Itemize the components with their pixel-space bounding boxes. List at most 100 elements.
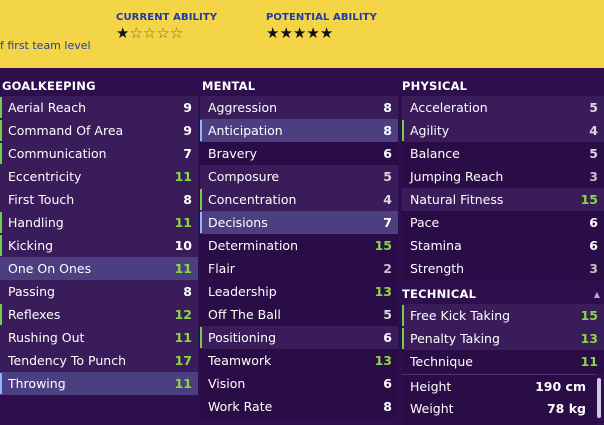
goalkeeping-heading: GOALKEEPING [2, 79, 96, 93]
attribute-value: 13 [374, 284, 392, 299]
attribute-value: 4 [383, 192, 392, 207]
physical-heading: PHYSICAL [402, 79, 468, 93]
attribute-row[interactable]: Decisions 7 [200, 211, 398, 234]
star-filled-icon: ★ [319, 24, 334, 42]
attribute-name: Flair [208, 261, 235, 276]
attribute-row[interactable]: Leadership 13 [200, 280, 398, 303]
attribute-value: 13 [580, 331, 598, 346]
attribute-name: Reflexes [8, 307, 61, 322]
attribute-row[interactable]: Work Rate 8 [200, 395, 398, 418]
attribute-row[interactable]: Natural Fitness 15 [402, 188, 604, 211]
star-filled-icon: ★ [292, 24, 307, 42]
attribute-value: 9 [183, 123, 192, 138]
attribute-value: 7 [183, 146, 192, 161]
height-label: Height [410, 378, 452, 394]
attribute-value: 8 [383, 100, 392, 115]
technical-attributes: Free Kick Taking 15 Penalty Taking 13 Techni… [402, 304, 604, 373]
attribute-value: 8 [383, 123, 392, 138]
attribute-row[interactable]: Aerial Reach 9 [0, 96, 198, 119]
attribute-row[interactable]: Determination 15 [200, 234, 398, 257]
star-filled-icon: ★ [279, 24, 293, 42]
attribute-row[interactable]: Penalty Taking 13 [402, 327, 604, 350]
attribute-row[interactable]: Eccentricity 11 [0, 165, 198, 188]
attribute-row[interactable]: Balance 5 [402, 142, 604, 165]
star-empty-icon: ☆ [142, 24, 157, 42]
attribute-row[interactable]: Agility 4 [402, 119, 604, 142]
attribute-value: 11 [174, 169, 192, 184]
attribute-row[interactable]: Flair 2 [200, 257, 398, 280]
technical-heading: TECHNICAL [402, 287, 477, 301]
attribute-value: 5 [589, 100, 598, 115]
attribute-value: 6 [383, 146, 392, 161]
attribute-name: Natural Fitness [410, 192, 504, 207]
attribute-row[interactable]: Aggression 8 [200, 96, 398, 119]
mental-attributes: Aggression 8 Anticipation 8 Bravery 6 Composur… [200, 96, 398, 418]
attribute-name: Jumping Reach [410, 169, 504, 184]
attribute-name: Throwing [8, 376, 66, 391]
weight-value: 78 kg [546, 400, 586, 416]
attribute-value: 3 [589, 261, 598, 276]
mental-heading: MENTAL [202, 79, 256, 93]
star-empty-icon: ☆ [129, 24, 143, 42]
attribute-row[interactable]: Anticipation 8 [200, 119, 398, 142]
attribute-value: 8 [183, 192, 192, 207]
attribute-value: 4 [589, 123, 598, 138]
attribute-name: Eccentricity [8, 169, 82, 184]
attribute-name: Strength [410, 261, 465, 276]
attribute-row[interactable]: Technique 11 [402, 350, 604, 373]
weight-label: Weight [410, 400, 454, 416]
attribute-row[interactable]: Bravery 6 [200, 142, 398, 165]
attribute-row[interactable]: Off The Ball 5 [200, 303, 398, 326]
attribute-name: Composure [208, 169, 280, 184]
scrollbar-thumb[interactable] [597, 378, 601, 418]
attribute-row[interactable]: Kicking 10 [0, 234, 198, 257]
attribute-name: Off The Ball [208, 307, 281, 322]
attribute-name: Pace [410, 215, 440, 230]
star-empty-icon: ☆ [169, 24, 184, 42]
attribute-row[interactable]: Composure 5 [200, 165, 398, 188]
attribute-name: Aggression [208, 100, 278, 115]
collapse-triangle-icon[interactable]: ▲ [593, 290, 600, 299]
attribute-row[interactable]: Reflexes 12 [0, 303, 198, 326]
height-weight-panel: Height 190 cm Weight 78 kg [402, 374, 596, 425]
attribute-name: Kicking [8, 238, 54, 253]
attribute-row[interactable]: Command Of Area 9 [0, 119, 198, 142]
attribute-name: First Touch [8, 192, 75, 207]
attribute-row[interactable]: Strength 3 [402, 257, 604, 280]
attribute-name: Rushing Out [8, 330, 85, 345]
star-filled-icon: ★ [116, 24, 130, 42]
attribute-value: 17 [174, 353, 192, 368]
attribute-name: Handling [8, 215, 64, 230]
attribute-value: 6 [589, 238, 598, 253]
attribute-row[interactable]: First Touch 8 [0, 188, 198, 211]
attribute-row[interactable]: Positioning 6 [200, 326, 398, 349]
attribute-row[interactable]: One On Ones 11 [0, 257, 198, 280]
attribute-name: Passing [8, 284, 55, 299]
attribute-name: Penalty Taking [410, 331, 500, 346]
attribute-row[interactable]: Teamwork 13 [200, 349, 398, 372]
attribute-row[interactable]: Jumping Reach 3 [402, 165, 604, 188]
attribute-row[interactable]: Concentration 4 [200, 188, 398, 211]
attribute-value: 12 [174, 307, 192, 322]
attribute-row[interactable]: Pace 6 [402, 211, 604, 234]
star-empty-icon: ☆ [156, 24, 170, 42]
attribute-name: Teamwork [208, 353, 272, 368]
attribute-row[interactable]: Stamina 6 [402, 234, 604, 257]
attribute-name: Tendency To Punch [8, 353, 127, 368]
attribute-value: 8 [183, 284, 192, 299]
attribute-row[interactable]: Handling 11 [0, 211, 198, 234]
attribute-value: 11 [174, 330, 192, 345]
potential-ability-stars: ★ ★ ★ ★ ★ [266, 25, 377, 42]
attribute-value: 15 [374, 238, 392, 253]
attribute-row[interactable]: Acceleration 5 [402, 96, 604, 119]
attribute-row[interactable]: Tendency To Punch 17 [0, 349, 198, 372]
attribute-row[interactable]: Communication 7 [0, 142, 198, 165]
attribute-value: 8 [383, 399, 392, 414]
attribute-row[interactable]: Free Kick Taking 15 [402, 304, 604, 327]
attribute-value: 6 [589, 215, 598, 230]
attribute-row[interactable]: Vision 6 [200, 372, 398, 395]
attribute-row[interactable]: Rushing Out 11 [0, 326, 198, 349]
attribute-value: 5 [383, 307, 392, 322]
attribute-row[interactable]: Throwing 11 [0, 372, 198, 395]
attribute-row[interactable]: Passing 8 [0, 280, 198, 303]
